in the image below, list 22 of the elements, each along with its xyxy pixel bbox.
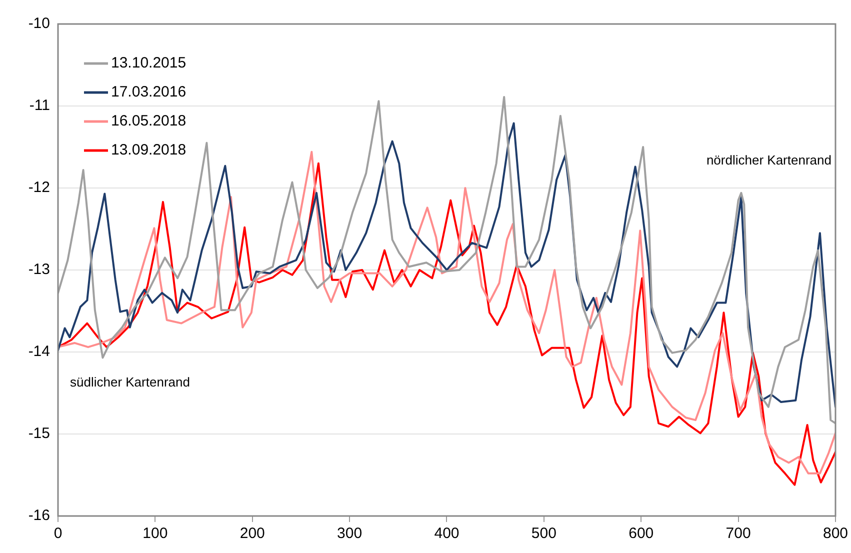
- y-tick-label: -14: [28, 343, 50, 360]
- legend-label: 17.03.2016: [111, 84, 186, 101]
- x-tick-label: 400: [434, 525, 460, 542]
- x-tick-label: 100: [142, 525, 168, 542]
- annotation: nördlicher Kartenrand: [706, 152, 832, 168]
- y-tick-label: -10: [28, 15, 50, 32]
- y-tick-label: -16: [28, 507, 50, 524]
- y-tick-label: -15: [28, 425, 50, 442]
- x-tick-label: 700: [726, 525, 751, 542]
- x-tick-label: 0: [54, 525, 62, 542]
- x-tick-label: 600: [628, 525, 654, 542]
- x-tick-label: 800: [822, 525, 848, 542]
- legend-label: 13.10.2015: [111, 54, 186, 72]
- y-tick-label: -13: [28, 261, 50, 278]
- legend-label: 16.05.2018: [111, 112, 186, 130]
- legend-label: 13.09.2018: [111, 142, 186, 159]
- x-tick-label: 300: [337, 525, 362, 542]
- y-tick-label: -11: [29, 97, 50, 114]
- x-tick-label: 200: [240, 525, 265, 542]
- x-tick-label: 500: [531, 525, 556, 542]
- annotation: südlicher Kartenrand: [70, 374, 190, 390]
- y-tick-label: -12: [28, 179, 50, 196]
